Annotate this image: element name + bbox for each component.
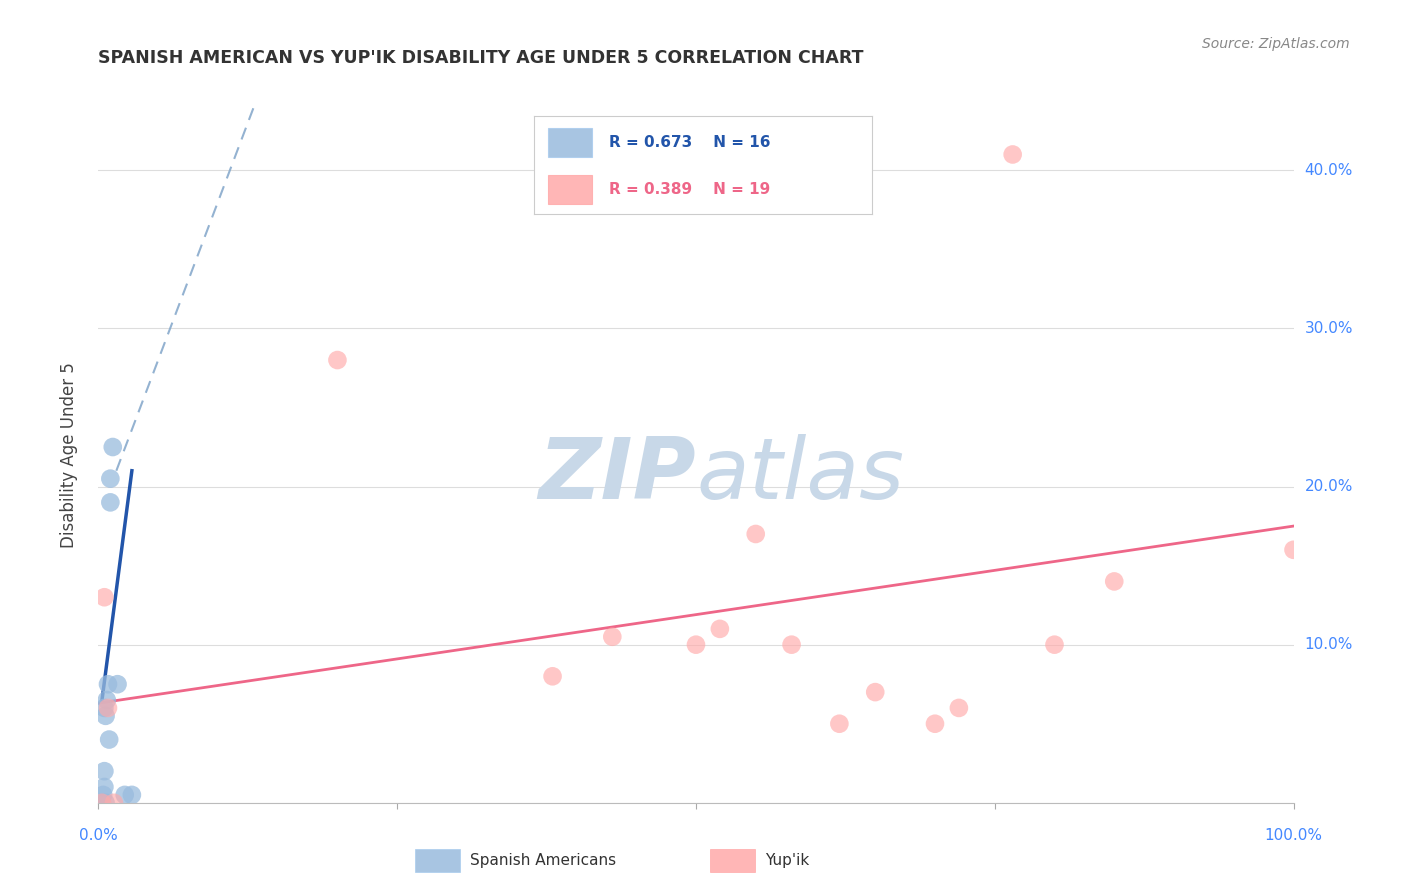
- Text: Source: ZipAtlas.com: Source: ZipAtlas.com: [1202, 37, 1350, 52]
- Point: [91, 788, 114, 802]
- Point: [745, 527, 768, 541]
- Text: ZIP: ZIP: [538, 434, 696, 517]
- Point: [1102, 574, 1125, 589]
- Point: [541, 669, 564, 683]
- Text: atlas: atlas: [696, 434, 904, 517]
- Point: [91, 796, 114, 810]
- Point: [98, 495, 122, 509]
- Point: [93, 701, 115, 715]
- Text: 100.0%: 100.0%: [1264, 828, 1323, 843]
- Text: 10.0%: 10.0%: [1305, 637, 1353, 652]
- Text: 30.0%: 30.0%: [1305, 321, 1353, 336]
- Point: [114, 788, 136, 802]
- Text: Yup'ik: Yup'ik: [765, 854, 808, 868]
- Text: Spanish Americans: Spanish Americans: [470, 854, 616, 868]
- Point: [1043, 638, 1066, 652]
- Point: [863, 685, 886, 699]
- Text: R = 0.673    N = 16: R = 0.673 N = 16: [609, 135, 770, 150]
- Point: [828, 716, 851, 731]
- FancyBboxPatch shape: [548, 128, 592, 157]
- Y-axis label: Disability Age Under 5: Disability Age Under 5: [59, 362, 77, 548]
- Point: [709, 622, 731, 636]
- Point: [98, 472, 122, 486]
- Point: [121, 788, 143, 802]
- Point: [97, 677, 120, 691]
- Point: [101, 440, 124, 454]
- Text: 0.0%: 0.0%: [79, 828, 118, 843]
- Point: [924, 716, 946, 731]
- Point: [93, 591, 115, 605]
- Text: 40.0%: 40.0%: [1305, 163, 1353, 178]
- Point: [948, 701, 970, 715]
- Point: [107, 677, 129, 691]
- Point: [94, 708, 117, 723]
- Point: [93, 780, 115, 794]
- Point: [1001, 147, 1024, 161]
- Point: [1282, 542, 1305, 557]
- Point: [97, 701, 120, 715]
- Text: SPANISH AMERICAN VS YUP'IK DISABILITY AGE UNDER 5 CORRELATION CHART: SPANISH AMERICAN VS YUP'IK DISABILITY AG…: [98, 49, 863, 67]
- Point: [685, 638, 707, 652]
- Point: [103, 796, 125, 810]
- Text: R = 0.389    N = 19: R = 0.389 N = 19: [609, 182, 769, 197]
- FancyBboxPatch shape: [548, 175, 592, 204]
- Point: [94, 796, 117, 810]
- Point: [96, 693, 118, 707]
- Point: [780, 638, 803, 652]
- Point: [93, 764, 115, 779]
- Point: [326, 353, 349, 368]
- Point: [91, 796, 114, 810]
- Text: 20.0%: 20.0%: [1305, 479, 1353, 494]
- Point: [600, 630, 623, 644]
- Point: [98, 732, 121, 747]
